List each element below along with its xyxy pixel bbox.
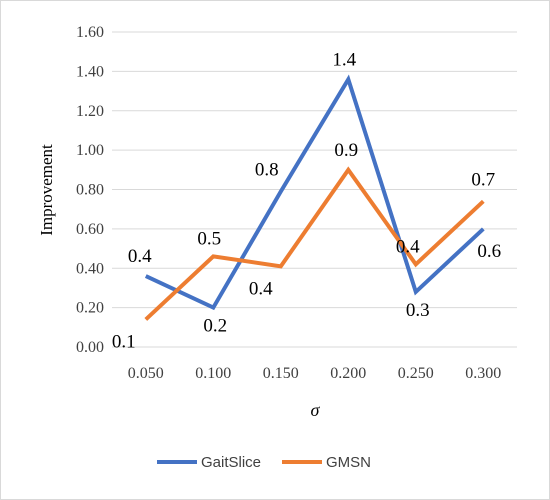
data-label-gmsn: 0.4: [396, 236, 420, 257]
x-axis-title: σ: [311, 400, 321, 420]
series-line-gmsn: [144, 166, 485, 321]
series-line-gaitslice: [144, 74, 485, 311]
x-tick-label: 0.300: [465, 365, 501, 382]
x-tick-label: 0.150: [263, 365, 299, 382]
y-tick-label: 0.00: [76, 339, 104, 356]
y-tick-label: 0.20: [76, 300, 104, 317]
data-label-gmsn: 0.4: [249, 278, 273, 299]
data-label-gaitslice: 0.6: [477, 241, 501, 262]
y-tick-label: 0.40: [76, 260, 104, 277]
y-tick-label: 1.20: [76, 103, 104, 120]
x-tick-label: 0.100: [195, 365, 231, 382]
data-label-gaitslice: 0.4: [128, 246, 152, 267]
y-tick-label: 0.80: [76, 182, 104, 199]
data-label-gmsn: 0.7: [471, 169, 495, 190]
data-label-gmsn: 0.5: [197, 228, 221, 249]
data-labels: 0.4 0.2 0.8 1.4 0.3 0.6 0.1 0.5 0.4 0.9 0.4 0.7: [112, 49, 501, 352]
x-tick-label: 0.200: [330, 365, 366, 382]
data-label-gaitslice: 1.4: [332, 49, 356, 70]
y-tick-label: 1.40: [76, 63, 104, 80]
data-label-gaitslice: 0.8: [255, 159, 279, 180]
data-label-gmsn: 0.1: [112, 331, 136, 352]
x-tick-labels: 0.050 0.100 0.150 0.200 0.250 0.300: [128, 365, 502, 382]
x-tick-label: 0.050: [128, 365, 164, 382]
gridlines: [112, 31, 517, 348]
x-tick-label: 0.250: [398, 365, 434, 382]
y-tick-label: 1.60: [76, 24, 104, 41]
data-label-gaitslice: 0.3: [406, 300, 430, 321]
series-lines: [144, 74, 485, 321]
y-axis-title: Improvement: [37, 144, 56, 236]
y-tick-labels: 0.00 0.20 0.40 0.60 0.80 1.00 1.20 1.40 1.60: [76, 24, 104, 356]
legend-label-gaitslice: GaitSlice: [201, 454, 261, 471]
data-label-gaitslice: 0.2: [203, 316, 227, 337]
legend-label-gmsn: GMSN: [326, 454, 371, 471]
data-label-gmsn: 0.9: [334, 140, 358, 161]
y-tick-label: 0.60: [76, 221, 104, 238]
legend: GaitSlice GMSN: [157, 454, 371, 471]
y-tick-label: 1.00: [76, 142, 104, 159]
